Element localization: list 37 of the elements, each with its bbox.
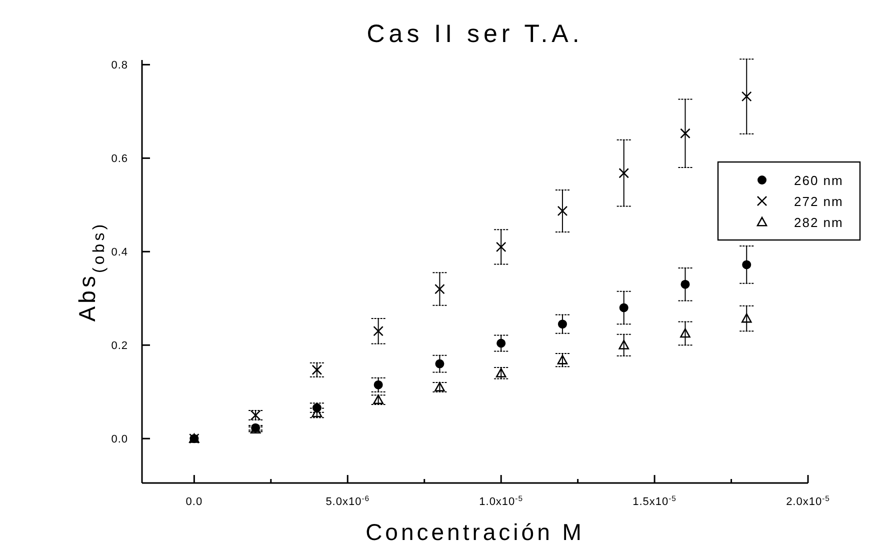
legend-label: 260 nm <box>794 173 844 188</box>
point <box>496 368 506 378</box>
legend-label: 272 nm <box>794 194 844 209</box>
chart-title: Cas II ser T.A. <box>366 20 584 48</box>
point <box>434 284 445 294</box>
x-tick-label: 5.0x10$^{-6}$ <box>326 494 370 508</box>
point <box>373 394 384 404</box>
point <box>741 91 752 102</box>
point <box>434 382 445 392</box>
point <box>435 359 444 368</box>
point <box>250 410 261 420</box>
point <box>496 242 506 252</box>
point <box>742 260 752 270</box>
point <box>680 280 690 289</box>
point <box>680 128 690 139</box>
y-tick-label: 0.8 <box>111 60 128 72</box>
point <box>558 320 567 329</box>
point <box>373 326 384 336</box>
point <box>618 340 630 350</box>
point <box>557 206 568 216</box>
point <box>374 380 383 390</box>
y-tick-label: 0.6 <box>111 153 128 166</box>
legend-label: 282 nm <box>794 215 844 230</box>
x-tick-label: 2.0x10$^{-5}$ <box>786 494 830 508</box>
y-tick-label: 0.4 <box>111 246 128 259</box>
x-tick-label: 1.5x10$^{-5}$ <box>632 494 676 508</box>
point <box>496 338 506 348</box>
x-tick-label: 1.0x10$^{-5}$ <box>479 494 524 508</box>
y-tick-label: 0.2 <box>111 340 128 352</box>
point <box>618 168 630 178</box>
x-axis-title: Concentración M <box>366 519 584 545</box>
x-tick-label: 0.0 <box>186 496 203 508</box>
point <box>741 313 752 323</box>
point <box>619 303 628 312</box>
y-tick-label: 0.0 <box>111 434 128 446</box>
point <box>680 328 690 338</box>
point <box>557 354 568 364</box>
